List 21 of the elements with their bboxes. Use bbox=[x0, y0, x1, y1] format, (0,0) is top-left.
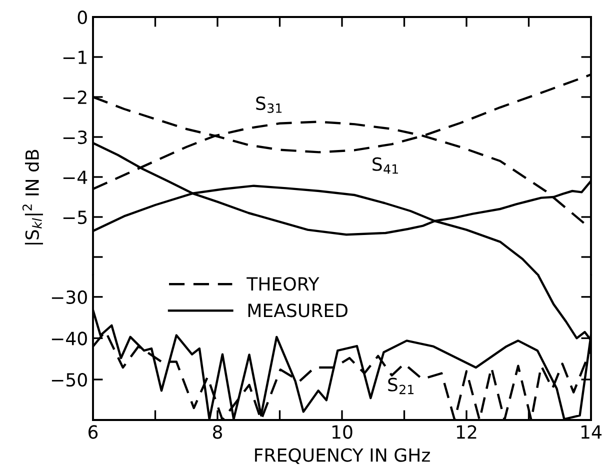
y-tick-label: 0 bbox=[78, 10, 87, 24]
x-axis-title: FREQUENCY IN GHz bbox=[255, 448, 430, 464]
y-tick-label: −50 bbox=[52, 372, 87, 387]
annotation: S$_{41}$ bbox=[372, 157, 398, 174]
x-tick-label: 12 bbox=[456, 425, 476, 439]
x-tick-label: 14 bbox=[581, 425, 602, 439]
legend-label: THEORY bbox=[246, 277, 320, 291]
y-tick-label: −5 bbox=[63, 210, 87, 224]
x-tick-label: 6 bbox=[88, 425, 98, 439]
y-axis-title: |S$_{kl}$|$^{2}$ IN dB bbox=[22, 150, 43, 244]
y-tick-label: −1 bbox=[63, 50, 86, 64]
y-tick-label: −40 bbox=[52, 332, 87, 346]
annotation: S$_{31}$ bbox=[256, 96, 282, 113]
x-tick-label: 8 bbox=[212, 425, 222, 439]
y-tick-label: −3 bbox=[63, 130, 87, 144]
annotation: S$_{21}$ bbox=[388, 378, 414, 394]
legend-label: MEASURED bbox=[248, 304, 348, 318]
x-tick-label: 10 bbox=[332, 425, 352, 439]
y-tick-label: −30 bbox=[52, 290, 87, 304]
y-tick-label: −4 bbox=[63, 170, 88, 184]
y-tick-label: −2 bbox=[63, 90, 86, 104]
